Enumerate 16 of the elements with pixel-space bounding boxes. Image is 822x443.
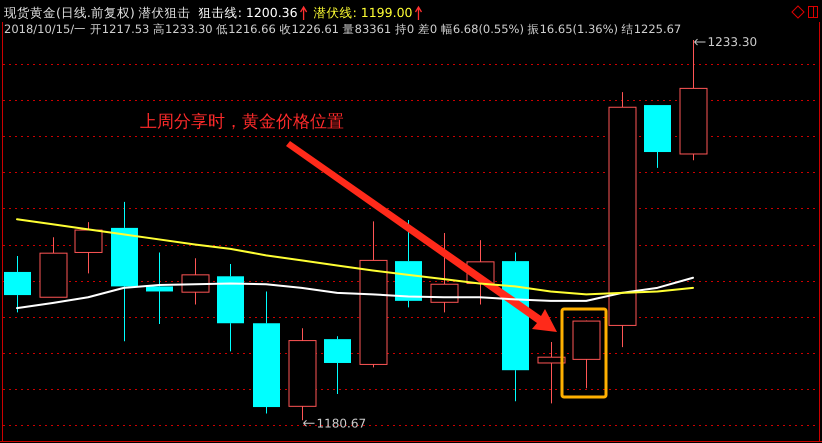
chart-subtitle: 2018/10/15/一 开1217.53 高1233.30 低1216.66 收1226.61 量83361 持0 差0 幅6.68(0.55%) 振16.65(1.36%) 结1225.67: [4, 22, 682, 36]
candlestick: [288, 328, 316, 421]
text: 潜伏线: 1199.00: [314, 5, 413, 20]
candlestick: [217, 264, 244, 352]
candlestick: [538, 342, 566, 404]
annotation: 上周分享时，黄金价格位置: [140, 112, 344, 132]
candlestick: [111, 201, 138, 342]
candlestick: [608, 92, 636, 348]
annotation: 1180.67: [316, 416, 366, 430]
candlestick: [680, 40, 708, 161]
candlestick: [4, 256, 31, 313]
text: 狙击线: 1200.36: [198, 5, 298, 20]
candlestick: [146, 252, 173, 324]
annotation: 1233.30: [708, 35, 758, 50]
candlestick: [253, 290, 280, 414]
chart-title: 现货黄金(日线.前复权) 潜伏狙击: [4, 5, 191, 20]
